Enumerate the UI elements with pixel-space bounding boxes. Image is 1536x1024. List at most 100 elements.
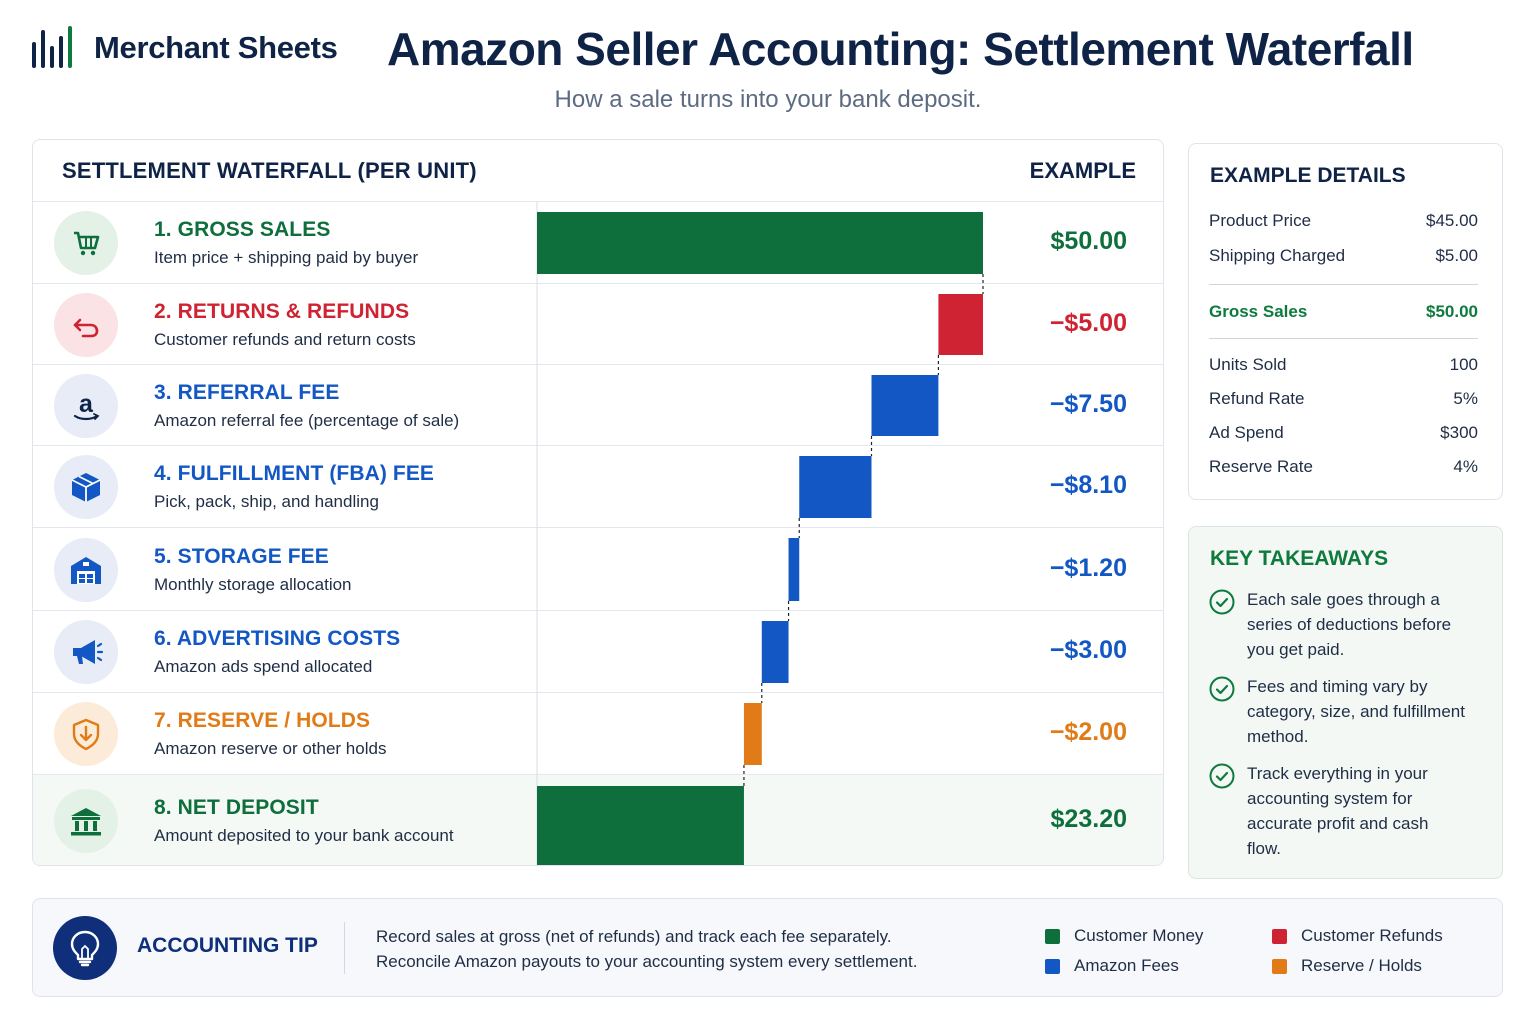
waterfall-bar (537, 212, 983, 274)
legend-label: Reserve / Holds (1301, 956, 1422, 975)
step-title: 7. RESERVE / HOLDS (154, 709, 371, 732)
detail-label: Gross Sales (1209, 302, 1308, 321)
key-takeaways-card: KEY TAKEAWAYS Each sale goes through a s… (1188, 526, 1503, 879)
tip-line: Record sales at gross (net of refunds) a… (376, 927, 892, 946)
waterfall-row: 6. ADVERTISING COSTS Amazon ads spend all… (33, 611, 1163, 693)
takeaway-text: Each sale goes through a series of deduc… (1247, 590, 1452, 659)
detail-row: Units Sold 100 (1209, 355, 1478, 375)
detail-value: 100 (1449, 355, 1478, 374)
waterfall-row: a 3. REFERRAL FEE Amazon referral fee (per… (33, 365, 1163, 446)
legend-label: Amazon Fees (1074, 956, 1179, 975)
brand-name: Merchant Sheets (94, 30, 338, 65)
tip-divider (344, 922, 345, 974)
detail-value: $300 (1440, 423, 1478, 442)
legend-customer-refunds: Customer Refunds (1272, 926, 1443, 946)
detail-row: Refund Rate 5% (1209, 389, 1478, 409)
package-box-icon (54, 455, 118, 519)
example-heading: EXAMPLE (1029, 158, 1136, 183)
step-title: 6. ADVERTISING COSTS (154, 627, 401, 650)
detail-label: Shipping Charged (1209, 246, 1346, 265)
legend-swatch (1045, 958, 1060, 974)
waterfall-bar (761, 621, 789, 683)
legend-swatch (1272, 928, 1287, 944)
detail-value: 4% (1453, 457, 1478, 476)
step-subtitle: Amazon reserve or other holds (154, 739, 387, 758)
legend-reserve-holds: Reserve / Holds (1272, 956, 1422, 976)
detail-label: Units Sold (1209, 355, 1287, 374)
waterfall-bar (938, 294, 983, 355)
step-value: −$8.10 (1049, 471, 1127, 499)
check-circle-icon (1209, 763, 1235, 789)
bank-icon (54, 789, 118, 853)
waterfall-header: SETTLEMENT WATERFALL (PER UNIT) EXAMPLE (33, 140, 1163, 202)
brand: Merchant Sheets (30, 26, 338, 70)
legend-swatch (1272, 958, 1287, 974)
step-title: 8. NET DEPOSIT (154, 796, 319, 819)
step-value: −$3.00 (1049, 636, 1127, 664)
waterfall-row: 2. RETURNS & REFUNDS Customer refunds and… (33, 284, 1163, 365)
waterfall-heading: SETTLEMENT WATERFALL (PER UNIT) (62, 158, 477, 183)
detail-row: Product Price $45.00 (1209, 211, 1478, 231)
step-value: $23.20 (1050, 805, 1127, 833)
waterfall-bar (799, 456, 872, 518)
bar-chart-logo-icon (30, 26, 78, 70)
takeaway-text: Track everything in your accounting syst… (1247, 764, 1429, 858)
waterfall-bar (788, 538, 800, 601)
takeaway-item: Track everything in your accounting syst… (1209, 761, 1484, 861)
tip-text: Record sales at gross (net of refunds) a… (376, 924, 917, 974)
waterfall-bar (871, 375, 939, 436)
check-circle-icon (1209, 676, 1235, 702)
takeaway-text: Fees and timing vary by category, size, … (1247, 677, 1465, 746)
detail-divider (1209, 338, 1478, 339)
detail-row: Ad Spend $300 (1209, 423, 1478, 443)
waterfall-bar (537, 786, 744, 865)
step-title: 1. GROSS SALES (154, 218, 331, 241)
step-title: 2. RETURNS & REFUNDS (154, 299, 410, 323)
step-value: −$5.00 (1049, 308, 1127, 337)
step-subtitle: Pick, pack, ship, and handling (154, 492, 379, 511)
tip-label: ACCOUNTING TIP (137, 934, 318, 957)
warehouse-icon (54, 537, 118, 602)
legend-amazon-fees: Amazon Fees (1045, 956, 1179, 976)
check-circle-icon (1209, 589, 1235, 615)
step-value: −$2.00 (1049, 718, 1127, 746)
step-subtitle: Amazon referral fee (percentage of sale) (154, 410, 460, 430)
megaphone-icon (54, 620, 118, 684)
detail-label: Product Price (1209, 211, 1312, 230)
step-subtitle: Monthly storage allocation (154, 574, 352, 594)
detail-value: 5% (1453, 389, 1478, 408)
example-details-card: EXAMPLE DETAILS Product Price $45.00 Shipp… (1188, 143, 1503, 500)
detail-divider (1209, 284, 1478, 285)
detail-row: Gross Sales $50.00 (1209, 302, 1478, 322)
page-title: Amazon Seller Accounting: Settlement Wat… (387, 23, 1414, 75)
waterfall-row: 4. FULFILLMENT (FBA) FEE Pick, pack, ship… (33, 446, 1163, 528)
tip-line: Reconcile Amazon payouts to your account… (376, 952, 918, 971)
step-title: 3. REFERRAL FEE (154, 380, 340, 404)
page-subtitle: How a sale turns into your bank deposit. (554, 86, 982, 113)
waterfall-bar (743, 703, 762, 765)
waterfall-row: 7. RESERVE / HOLDS Amazon reserve or othe… (33, 693, 1163, 775)
step-value: $50.00 (1050, 227, 1127, 255)
step-subtitle: Customer refunds and return costs (154, 329, 416, 349)
detail-label: Refund Rate (1209, 389, 1305, 408)
detail-value: $5.00 (1435, 246, 1478, 265)
svg-text:a: a (79, 390, 94, 418)
step-title: 4. FULFILLMENT (FBA) FEE (154, 462, 435, 485)
detail-value: $50.00 (1426, 302, 1478, 321)
step-value: −$1.20 (1049, 553, 1127, 582)
return-arrow-icon (54, 292, 118, 357)
accounting-tip-bar: ACCOUNTING TIP Record sales at gross (ne… (32, 898, 1503, 997)
waterfall-row: 1. GROSS SALES Item price + shipping paid… (33, 202, 1163, 284)
step-subtitle: Amazon ads spend allocated (154, 657, 373, 676)
step-subtitle: Amount deposited to your bank account (154, 826, 454, 845)
step-subtitle: Item price + shipping paid by buyer (154, 248, 419, 267)
legend-label: Customer Refunds (1301, 926, 1443, 945)
shield-icon (54, 702, 118, 766)
detail-row: Reserve Rate 4% (1209, 457, 1478, 477)
waterfall-chart (536, 202, 984, 865)
shopping-cart-icon (54, 211, 118, 275)
takeaway-item: Each sale goes through a series of deduc… (1209, 587, 1484, 662)
legend-customer-money: Customer Money (1045, 926, 1203, 946)
detail-label: Reserve Rate (1209, 457, 1313, 476)
legend-swatch (1045, 928, 1060, 944)
